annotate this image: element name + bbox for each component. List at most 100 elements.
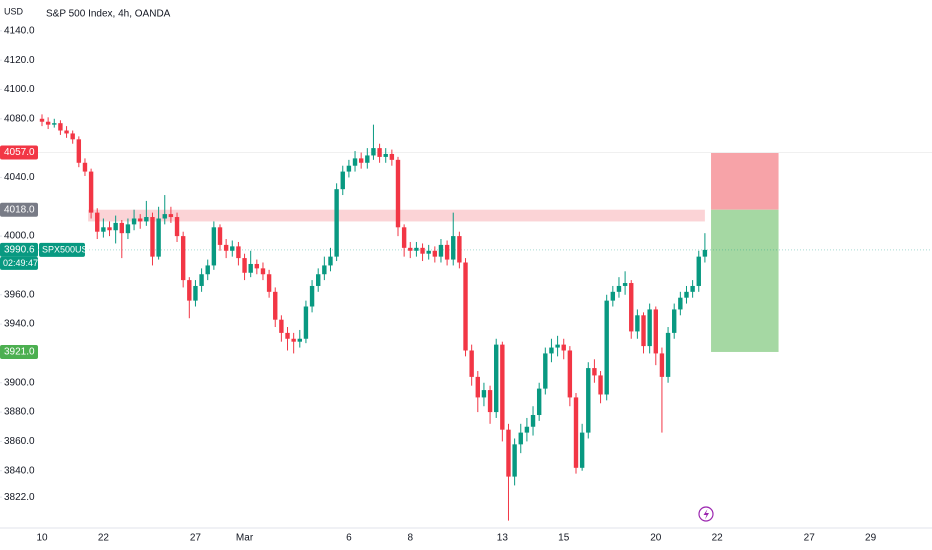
candle-body <box>131 218 137 225</box>
candle-body <box>150 217 155 257</box>
candle-body <box>457 236 462 263</box>
x-tick-label: 27 <box>804 533 816 544</box>
alert-bolt <box>703 509 709 520</box>
y-tick-label: 3960.0 <box>4 289 35 300</box>
candle-body <box>144 217 149 222</box>
candle-body <box>303 306 309 339</box>
price-tag: 3990.6 <box>0 242 38 257</box>
symbol-tag-bg <box>39 242 85 257</box>
price-tag-label: 4018.0 <box>4 204 35 215</box>
candle-body <box>95 212 100 232</box>
candle-body <box>659 353 665 377</box>
candle-body <box>555 344 560 348</box>
candle-body <box>426 250 431 254</box>
candle-body <box>463 262 468 351</box>
alert-icon[interactable] <box>698 506 714 522</box>
candle-body <box>573 397 579 468</box>
candle-body <box>586 368 591 433</box>
candle-body <box>279 319 284 333</box>
candle-body <box>119 222 124 234</box>
chart-title: S&P 500 Index, 4h, OANDA <box>46 9 171 20</box>
candle-body <box>536 388 542 416</box>
candle-body <box>352 158 358 166</box>
candle-body <box>408 247 413 251</box>
candle-body <box>524 426 530 433</box>
candle-body <box>469 350 474 377</box>
candle-body <box>242 258 247 273</box>
candle-body <box>592 368 597 376</box>
countdown-bg <box>0 256 38 270</box>
candle-body <box>101 227 106 232</box>
candle-body <box>451 236 456 260</box>
candle-body <box>334 189 339 257</box>
candle-body <box>389 153 395 160</box>
candle-body <box>113 222 118 231</box>
candle-body <box>174 217 180 237</box>
candle-body <box>672 309 677 333</box>
candle-body <box>444 244 450 260</box>
candle-body <box>641 315 646 347</box>
candle-body <box>291 338 296 342</box>
candle-body <box>432 250 438 257</box>
candle-body <box>481 390 487 398</box>
x-tick-label: 6 <box>346 533 352 544</box>
candle-body <box>346 165 352 172</box>
price-tag: 4018.0 <box>0 202 38 217</box>
price-tag-label: 3921.0 <box>4 347 35 358</box>
y-tick-label: 3840.0 <box>4 465 35 476</box>
y-tick-label: 3940.0 <box>4 319 35 330</box>
candle-body <box>223 244 229 251</box>
y-tick-label: 4000.0 <box>4 231 35 242</box>
candle-body <box>622 283 628 286</box>
x-tick-label: 10 <box>36 533 48 544</box>
candle-body <box>518 432 523 445</box>
candle-body <box>610 291 616 301</box>
candle-body <box>138 218 143 222</box>
candle-body <box>702 249 708 257</box>
y-tick-label: 4100.0 <box>4 84 35 95</box>
candle-body <box>438 244 444 257</box>
candle-body <box>45 121 51 125</box>
target-box <box>711 209 779 352</box>
candle-body <box>180 236 186 281</box>
candle-body <box>365 155 370 163</box>
candle-body <box>340 171 345 190</box>
symbol-tag-label: SPX500USD <box>42 244 95 254</box>
candle-body <box>156 218 161 257</box>
candle-body <box>629 283 634 332</box>
candle-body <box>377 148 382 157</box>
candle-body <box>395 159 401 228</box>
candle-body <box>52 123 57 125</box>
candle-body <box>187 280 192 301</box>
candle-body <box>266 274 272 292</box>
candle-body <box>260 268 266 275</box>
candle-body <box>500 344 505 430</box>
candle-body <box>82 162 88 172</box>
candle-body <box>383 153 388 157</box>
x-tick-label: 22 <box>98 533 110 544</box>
x-tick-label: Mar <box>236 533 254 544</box>
candle-body <box>107 227 112 231</box>
x-tick-label: 20 <box>650 533 662 544</box>
candle-body <box>506 429 511 477</box>
candle-body <box>205 265 210 275</box>
candle-body <box>543 353 548 389</box>
y-tick-label: 4040.0 <box>4 172 35 183</box>
candle-body <box>684 291 689 298</box>
x-tick-label: 13 <box>497 533 509 544</box>
candle-body <box>88 171 94 213</box>
y-tick-label: 4080.0 <box>4 113 35 124</box>
price-tag-bg <box>0 145 38 160</box>
candle-body <box>322 265 327 275</box>
candle-body <box>647 309 652 347</box>
candle-body <box>70 133 75 140</box>
candle-body <box>530 415 536 427</box>
candle-body <box>690 285 695 292</box>
price-tag-label: 3990.6 <box>4 245 35 256</box>
candle-body <box>696 256 701 286</box>
x-tick-label: 8 <box>407 533 413 544</box>
candle-body <box>665 332 671 377</box>
candle-body <box>193 285 198 301</box>
candle-body <box>76 139 82 163</box>
